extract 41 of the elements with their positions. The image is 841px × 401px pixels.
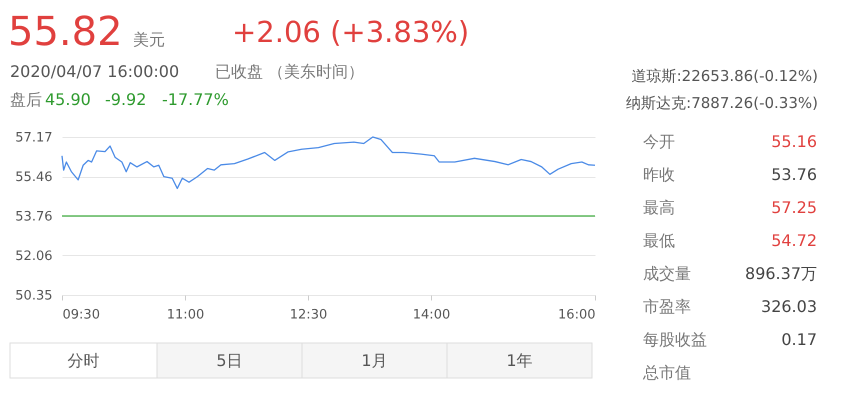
text: 45.90 — [45, 90, 91, 109]
text: +2.06 (+3.83%) — [232, 15, 470, 49]
text: 1年 — [506, 351, 533, 370]
text: 每股收益 — [643, 330, 707, 349]
text: 1月 — [361, 351, 388, 370]
text: 最高 — [643, 198, 675, 217]
text: 54.72 — [771, 231, 817, 250]
y-tick-label: 57.17 — [15, 130, 52, 146]
line-series — [61, 136, 596, 190]
text: 5日 — [216, 351, 243, 370]
text: 美元 — [133, 30, 165, 49]
y-tick-label: 52.06 — [15, 248, 52, 264]
text: 55.82 — [8, 9, 123, 55]
text: 最低 — [643, 231, 675, 250]
text: 道琼斯:22653.86(-0.12%) — [632, 67, 818, 85]
text: 已收盘 （美东时间） — [215, 62, 364, 81]
x-tick-label: 09:30 — [62, 308, 100, 322]
text: 盘后 — [10, 90, 42, 109]
y-tick-label: 53.76 — [15, 210, 52, 224]
y-tick-label: 55.46 — [15, 170, 52, 186]
y-tick-label: 50.35 — [15, 288, 52, 304]
x-tick-label: 14:00 — [412, 308, 450, 322]
text: 总市值 — [642, 363, 691, 382]
text: -9.92 — [105, 90, 146, 109]
text: 326.03 — [761, 297, 817, 316]
text: 市盈率 — [643, 297, 691, 316]
text: 纳斯达克:7887.26(-0.33%) — [626, 94, 818, 112]
text: 57.25 — [771, 198, 817, 217]
text: 昨收 — [643, 165, 675, 184]
x-tick-label: 12:30 — [290, 308, 328, 322]
text: 2020/04/07 16:00:00 — [10, 62, 180, 81]
text: 0.17 — [781, 330, 817, 349]
text: 今开 — [643, 132, 675, 151]
text: 53.76 — [771, 165, 817, 184]
x-tick-label: 16:00 — [558, 308, 596, 322]
text: -17.77% — [162, 90, 229, 109]
text: 55.16 — [771, 132, 817, 151]
text: 分时 — [68, 351, 100, 370]
text: 成交量 — [643, 264, 691, 283]
text: 896.37万 — [745, 264, 817, 283]
x-tick-label: 11:00 — [166, 308, 204, 322]
